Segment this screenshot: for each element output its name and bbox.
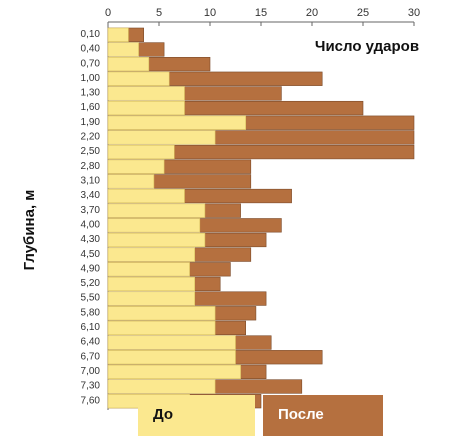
- bar: [107, 203, 206, 218]
- x-tick-label: 30: [408, 7, 420, 19]
- y-tick-label: 6,40: [81, 337, 101, 348]
- y-tick-label: 0,40: [81, 44, 101, 55]
- bar: [107, 115, 246, 130]
- y-tick-label: 5,80: [81, 307, 101, 318]
- y-tick-label: 1,30: [81, 88, 101, 99]
- y-tick-label: 1,60: [81, 102, 101, 113]
- y-tick-label: 6,70: [81, 351, 101, 362]
- legend-swatch: [263, 395, 383, 436]
- bar: [107, 291, 195, 306]
- bar: [107, 42, 139, 57]
- bar: [107, 71, 170, 86]
- bar: [107, 364, 241, 379]
- bar: [107, 159, 165, 174]
- y-tick-label: 4,30: [81, 234, 101, 245]
- y-tick-label: 5,50: [81, 293, 101, 304]
- bar: [107, 247, 195, 262]
- y-tick-label: 7,30: [81, 381, 101, 392]
- bar: [107, 262, 190, 277]
- bar: [107, 174, 155, 189]
- y-tick-label: 0,70: [81, 58, 101, 69]
- y-tick-label: 4,00: [81, 219, 101, 230]
- bar: [107, 100, 185, 116]
- legend-label: До: [153, 406, 173, 423]
- y-tick-label: 7,00: [81, 366, 101, 377]
- y-tick-label: 3,70: [81, 205, 101, 216]
- x-tick-label: 20: [306, 7, 318, 19]
- legend-swatch: [138, 395, 255, 436]
- y-tick-label: 5,20: [81, 278, 101, 289]
- bar: [107, 276, 195, 292]
- y-tick-label: 2,20: [81, 132, 101, 143]
- x-tick-label: 5: [156, 7, 162, 19]
- bar: [107, 306, 216, 321]
- x-tick-label: 25: [357, 7, 369, 19]
- y-tick-label: 1,00: [81, 73, 101, 84]
- bar: [107, 144, 175, 160]
- bar: [107, 379, 216, 394]
- bar: [107, 188, 185, 204]
- y-tick-label: 4,50: [81, 249, 101, 260]
- bar: [107, 232, 206, 248]
- y-tick-label: 2,50: [81, 146, 101, 157]
- bar: [107, 218, 201, 233]
- x-tick-label: 0: [105, 7, 111, 19]
- y-tick-label: 3,10: [81, 176, 101, 187]
- bar: [107, 335, 236, 350]
- y-tick-label: 0,10: [81, 29, 101, 40]
- x-tick-label: 10: [204, 7, 216, 19]
- bar: [107, 86, 185, 101]
- bar: [107, 320, 216, 336]
- y-tick-label: 6,10: [81, 322, 101, 333]
- bar: [107, 130, 216, 145]
- legend-label: После: [278, 406, 324, 423]
- y-tick-label: 3,40: [81, 190, 101, 201]
- y-tick-label: 7,60: [81, 395, 101, 406]
- x-tick-label: 15: [255, 7, 267, 19]
- y-tick-label: 1,90: [81, 117, 101, 128]
- y-axis-label: Глубина, м: [21, 190, 38, 271]
- bar: [107, 350, 236, 365]
- bar: [107, 27, 129, 42]
- y-tick-label: 2,80: [81, 161, 101, 172]
- bar: [107, 57, 150, 72]
- y-tick-label: 4,90: [81, 263, 101, 274]
- chart-title: Число ударов: [315, 38, 419, 55]
